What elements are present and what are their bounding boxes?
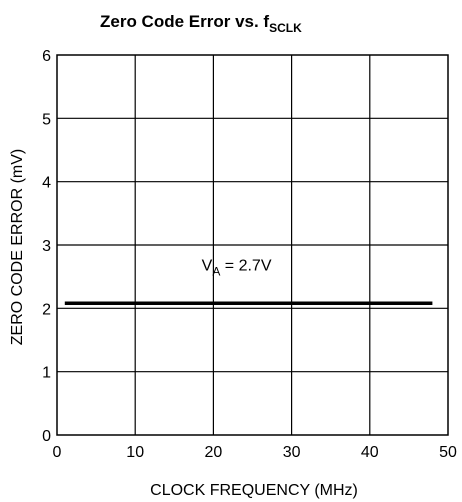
y-axis-label: ZERO CODE ERROR (mV) bbox=[9, 149, 26, 345]
chart-title-subscript: SCLK bbox=[269, 21, 302, 35]
annotation-suffix: = 2.7V bbox=[220, 257, 271, 274]
x-tick-label: 20 bbox=[205, 444, 223, 461]
x-tick-label: 0 bbox=[53, 444, 62, 461]
x-tick-label: 10 bbox=[126, 444, 144, 461]
y-tick-label: 3 bbox=[42, 238, 51, 255]
x-tick-label: 40 bbox=[361, 444, 379, 461]
x-axis-label: CLOCK FREQUENCY (MHz) bbox=[150, 482, 358, 499]
chart-title-main: Zero Code Error vs. f bbox=[100, 12, 269, 31]
annotation-prefix: V bbox=[202, 257, 213, 274]
chart-title: Zero Code Error vs. fSCLK bbox=[100, 12, 302, 35]
y-tick-label: 1 bbox=[42, 365, 51, 382]
y-tick-label: 5 bbox=[42, 111, 51, 128]
plot-frame bbox=[56, 54, 449, 436]
y-tick-label: 0 bbox=[42, 428, 51, 445]
y-tick-label: 2 bbox=[42, 301, 51, 318]
series-annotation: VA = 2.7V bbox=[202, 257, 272, 278]
annotation-subscript: A bbox=[212, 264, 220, 278]
x-tick-label: 30 bbox=[283, 444, 301, 461]
x-tick-labels: 0 10 20 30 40 50 bbox=[53, 444, 457, 461]
x-tick-label: 50 bbox=[439, 444, 457, 461]
y-tick-label: 6 bbox=[42, 48, 51, 65]
y-tick-labels: 0 1 2 3 4 5 6 bbox=[42, 48, 51, 445]
y-tick-label: 4 bbox=[42, 175, 51, 192]
grid bbox=[57, 55, 448, 435]
